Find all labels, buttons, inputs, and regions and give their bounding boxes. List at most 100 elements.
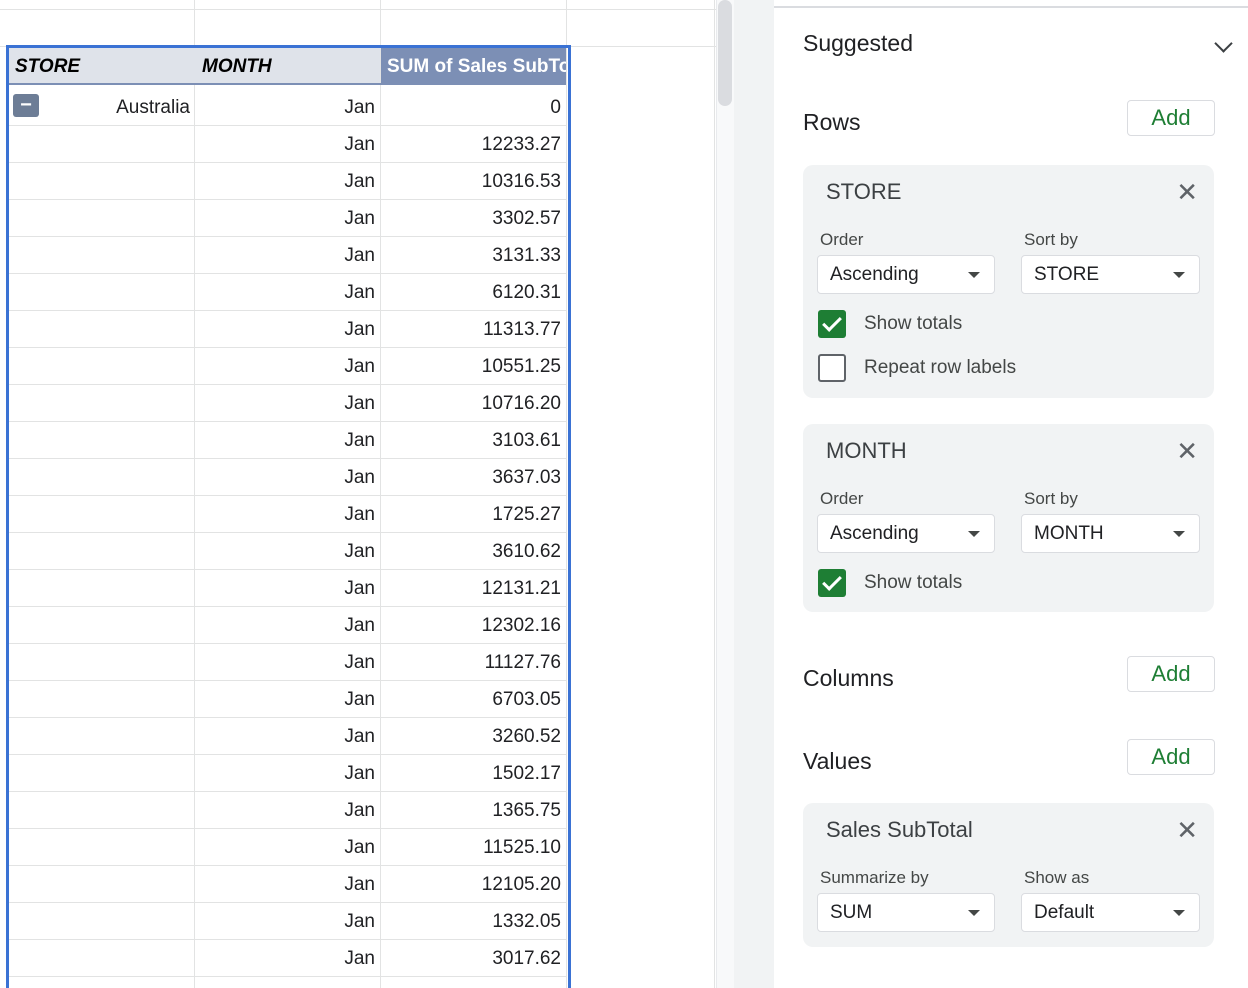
sum-value-cell[interactable]: 6703.05 (492, 689, 561, 710)
sum-value-cell[interactable]: 3610.62 (492, 541, 561, 562)
empty-cell[interactable] (567, 459, 714, 496)
month-cell[interactable]: Jan (344, 134, 375, 155)
month-cell[interactable]: Jan (344, 97, 375, 118)
empty-cell[interactable] (567, 940, 714, 977)
store-cell[interactable] (8, 607, 195, 644)
empty-cell[interactable] (567, 496, 714, 533)
month-cell[interactable]: Jan (344, 689, 375, 710)
empty-cell[interactable] (567, 866, 714, 903)
sum-value-cell[interactable]: 10551.25 (481, 356, 561, 377)
store-cell[interactable] (8, 126, 195, 163)
month-cell[interactable]: Jan (344, 245, 375, 266)
suggested-section-label[interactable]: Suggested (803, 30, 913, 56)
sum-value-cell[interactable]: 11127.76 (484, 652, 561, 673)
month-cell[interactable]: Jan (344, 911, 375, 932)
sum-value-cell[interactable]: 12302.16 (481, 615, 561, 636)
empty-cell[interactable] (567, 237, 714, 274)
store-cell[interactable] (8, 311, 195, 348)
sum-value-cell[interactable]: 3017.62 (492, 948, 561, 969)
store-cell[interactable] (8, 940, 195, 977)
close-icon[interactable]: ✕ (1176, 436, 1198, 466)
store-cell[interactable] (8, 570, 195, 607)
empty-cell[interactable] (567, 163, 714, 200)
sum-value-cell[interactable]: 6120.31 (492, 282, 561, 303)
month-cell[interactable]: Jan (344, 430, 375, 451)
sum-value-cell[interactable]: 3103.61 (492, 430, 561, 451)
empty-cell[interactable] (567, 755, 714, 792)
summarize-by-select[interactable]: SUM (817, 893, 995, 932)
month-cell[interactable]: Jan (344, 837, 375, 858)
spreadsheet-grid[interactable]: STORE MONTH SUM of Sales SubTot − Austra… (0, 0, 716, 988)
store-cell[interactable] (8, 459, 195, 496)
month-cell[interactable]: Jan (344, 171, 375, 192)
empty-cell[interactable] (567, 89, 714, 126)
sum-value-cell[interactable]: 3260.52 (492, 726, 561, 747)
sum-value-cell[interactable]: 3131.33 (492, 245, 561, 266)
sum-value-cell[interactable]: 10316.53 (481, 171, 561, 192)
empty-cell[interactable] (567, 311, 714, 348)
store-cell[interactable] (8, 755, 195, 792)
add-column-button[interactable]: Add (1127, 656, 1215, 692)
header-month[interactable]: MONTH (195, 48, 380, 85)
month-cell[interactable]: Jan (344, 504, 375, 525)
sum-value-cell[interactable]: 11525.10 (483, 837, 561, 858)
store-cell-australia[interactable]: Australia (116, 97, 190, 118)
sum-value-cell[interactable]: 12233.27 (481, 134, 561, 155)
header-store[interactable]: STORE (8, 48, 195, 85)
sort-by-select[interactable]: MONTH (1021, 514, 1200, 553)
month-cell[interactable]: Jan (344, 652, 375, 673)
store-cell[interactable] (8, 718, 195, 755)
store-cell[interactable] (8, 163, 195, 200)
sum-value-cell[interactable]: 12131.21 (481, 578, 561, 599)
store-cell[interactable] (8, 533, 195, 570)
empty-cell[interactable] (567, 126, 714, 163)
month-cell[interactable]: Jan (344, 282, 375, 303)
header-sum-sales-subtotal[interactable]: SUM of Sales SubTot (381, 48, 566, 85)
empty-cell[interactable] (567, 644, 714, 681)
month-cell[interactable]: Jan (344, 541, 375, 562)
order-select[interactable]: Ascending (817, 514, 995, 553)
empty-cell[interactable] (567, 718, 714, 755)
empty-cell[interactable] (567, 903, 714, 940)
month-cell[interactable]: Jan (344, 615, 375, 636)
sum-value-cell[interactable]: 1332.05 (492, 911, 561, 932)
store-cell[interactable] (8, 496, 195, 533)
empty-cell[interactable] (567, 533, 714, 570)
month-cell[interactable]: Jan (344, 948, 375, 969)
sheet-vertical-scrollbar[interactable] (716, 0, 735, 988)
show-totals-label[interactable]: Show totals (864, 313, 963, 334)
empty-cell[interactable] (567, 681, 714, 718)
sum-value-cell[interactable]: 1502.17 (492, 763, 561, 784)
add-value-button[interactable]: Add (1127, 739, 1215, 775)
store-cell[interactable] (8, 644, 195, 681)
store-cell[interactable] (8, 681, 195, 718)
sum-value-cell[interactable]: 12105.20 (481, 874, 561, 895)
month-cell[interactable]: Jan (344, 393, 375, 414)
store-cell[interactable] (8, 903, 195, 940)
sum-value-cell[interactable]: 3637.03 (492, 467, 561, 488)
chevron-down-icon[interactable] (1214, 34, 1233, 53)
empty-cell[interactable] (567, 570, 714, 607)
store-cell[interactable] (8, 385, 195, 422)
add-row-button[interactable]: Add (1127, 100, 1215, 136)
store-cell[interactable] (8, 274, 195, 311)
empty-cell[interactable] (567, 829, 714, 866)
show-totals-checkbox[interactable] (818, 310, 846, 338)
sum-value-cell[interactable]: 11313.77 (483, 319, 561, 340)
empty-cell[interactable] (567, 200, 714, 237)
empty-cell[interactable] (567, 274, 714, 311)
month-cell[interactable]: Jan (344, 467, 375, 488)
sort-by-select[interactable]: STORE (1021, 255, 1200, 294)
empty-cell[interactable] (567, 792, 714, 829)
sum-value-cell[interactable]: 10716.20 (481, 393, 561, 414)
store-cell[interactable] (8, 829, 195, 866)
order-select[interactable]: Ascending (817, 255, 995, 294)
empty-cell[interactable] (567, 607, 714, 644)
repeat-row-labels-checkbox[interactable] (818, 354, 846, 382)
month-cell[interactable]: Jan (344, 319, 375, 340)
scrollbar-thumb[interactable] (718, 0, 732, 106)
month-cell[interactable]: Jan (344, 800, 375, 821)
month-cell[interactable]: Jan (344, 356, 375, 377)
month-cell[interactable]: Jan (344, 874, 375, 895)
close-icon[interactable]: ✕ (1176, 177, 1198, 207)
